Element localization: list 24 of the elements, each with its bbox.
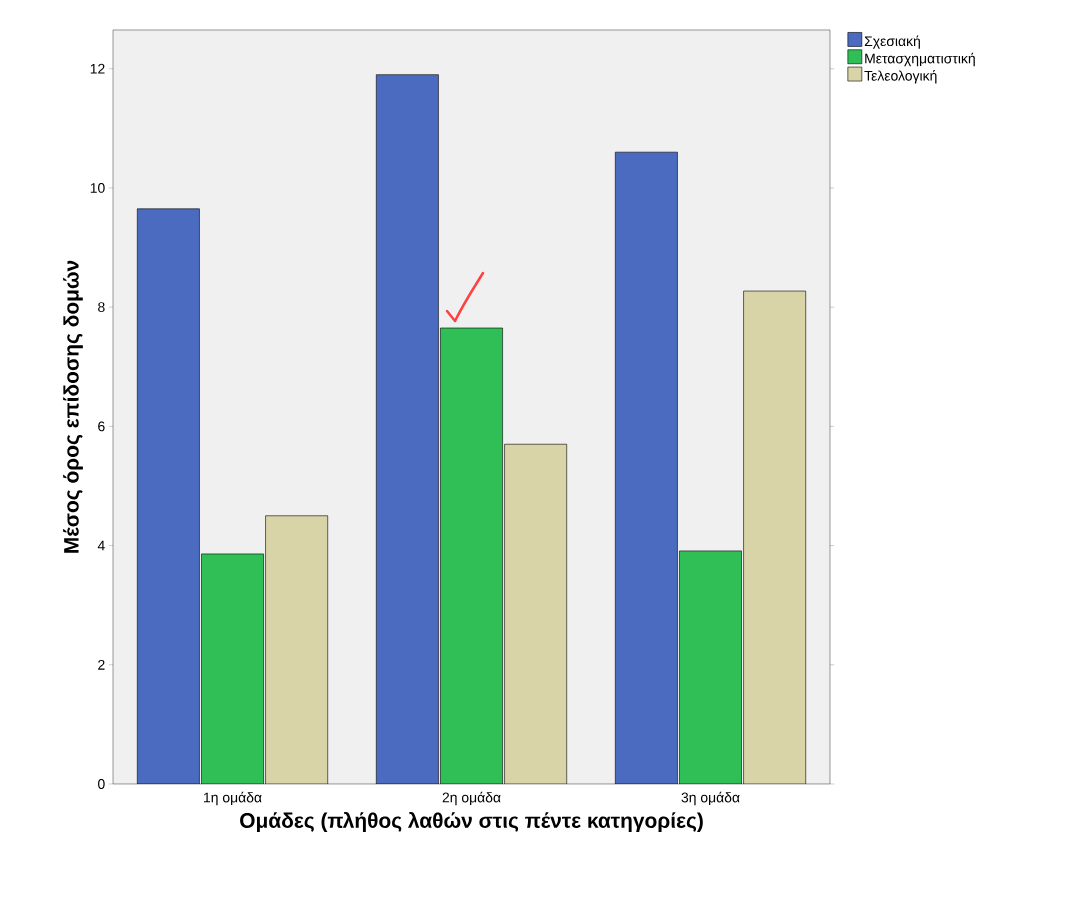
bar: [679, 550, 742, 784]
y-tick-label: 2: [98, 659, 105, 670]
bar: [504, 444, 567, 784]
bar: [137, 208, 200, 784]
bar: [265, 515, 329, 784]
x-tick-label: 1η ομάδα: [204, 791, 262, 806]
y-tick-label: 0: [98, 779, 105, 789]
legend-label: Μετασχηματιστική: [865, 52, 975, 67]
y-tick-label: 8: [98, 302, 105, 313]
y-axis-title: Μέσος όρος επίδοσης δομών: [63, 260, 83, 553]
y-tick-label: 12: [90, 63, 105, 74]
x-tick-label: 3η ομάδα: [681, 791, 740, 806]
bar: [440, 328, 503, 784]
x-tick-label: 2η ομάδα: [442, 791, 501, 806]
bar: [615, 151, 678, 784]
legend-label: Σχεσιακή: [864, 35, 920, 49]
x-axis-title: Ομάδες (πλήθος λαθών στις πέντε κατηγορίες): [240, 811, 703, 833]
bar: [743, 290, 807, 784]
bar: [376, 74, 439, 784]
legend-label: Τελεολογική: [864, 70, 937, 84]
y-tick-label: 6: [98, 421, 105, 432]
y-tick-label: 10: [90, 182, 105, 193]
bar: [201, 553, 264, 784]
y-tick-label: 4: [97, 540, 105, 551]
